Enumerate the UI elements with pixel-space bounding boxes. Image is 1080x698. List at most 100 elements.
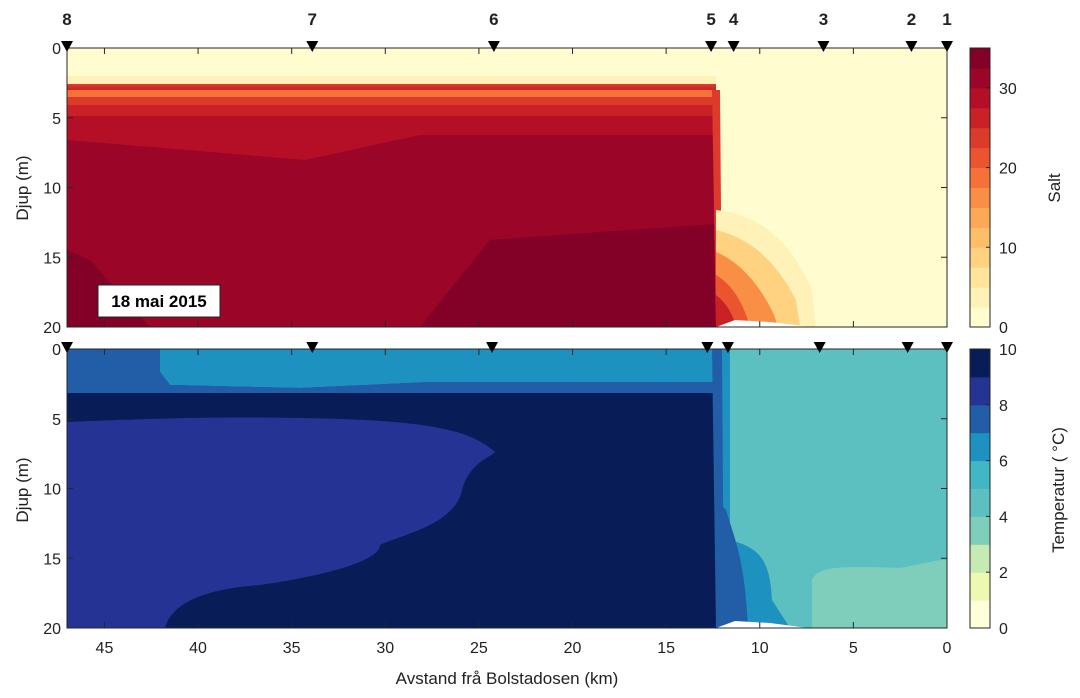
colorbar-tick-label: 8: [999, 398, 1008, 415]
station-label: 2: [907, 10, 916, 29]
station-label: 6: [489, 10, 498, 29]
salt-ticks: [67, 47, 948, 328]
colorbar-swatch: [970, 349, 990, 378]
station-marker: [486, 342, 499, 353]
y-tick-label: 15: [43, 250, 61, 267]
colorbar-tick-label: 30: [999, 81, 1017, 98]
y-tick-label: 5: [52, 111, 61, 128]
station-label: 3: [819, 10, 828, 29]
colorbar-swatch: [970, 516, 990, 545]
station-marker: [727, 41, 740, 52]
temperature-field: [67, 349, 947, 628]
temp-x-tick-labels: 45 40 35 30 25 20 15 10 5 0: [96, 640, 952, 657]
colorbar-tick-label: 6: [999, 454, 1008, 471]
station-marker: [941, 41, 953, 52]
x-tick-label: 15: [657, 640, 675, 657]
station-marker: [487, 41, 500, 52]
x-tick-label: 30: [376, 640, 394, 657]
colorbar-tick-label: 0: [999, 621, 1008, 638]
x-tick-label: 40: [189, 640, 207, 657]
temp-outer-surface-inner: [67, 349, 718, 395]
colorbar-swatch: [970, 147, 990, 169]
station-marker: [721, 342, 734, 353]
salt-colorbar: 0 10 20 30: [969, 47, 1017, 337]
date-annotation: 18 mai 2015: [111, 292, 206, 311]
station-marker: [61, 41, 73, 52]
x-tick-label: 20: [564, 640, 582, 657]
colorbar-swatch: [970, 247, 990, 268]
colorbar-swatch: [970, 307, 990, 328]
salt-outer-core: [420, 224, 716, 327]
station-marker: [941, 342, 953, 353]
station-marker: [901, 342, 914, 353]
temp-inner-bottom: [812, 560, 947, 628]
colorbar-tick-label: 20: [999, 161, 1017, 178]
salt-surface-fresh2: [67, 76, 716, 84]
salt-colorbar-label: Salt: [1045, 173, 1064, 203]
station-marker: [905, 41, 918, 52]
y-tick-label: 10: [43, 181, 61, 198]
salt-halocline-3: [67, 90, 716, 97]
colorbar-swatch: [970, 600, 990, 629]
temp-sill: [716, 621, 808, 628]
colorbar-swatch: [970, 544, 990, 573]
station-label: 7: [308, 10, 317, 29]
salt-sill: [716, 320, 812, 327]
colorbar-swatch: [970, 404, 990, 434]
salt-halocline-2: [67, 96, 716, 105]
x-axis-title: Avstand frå Bolstadosen (km): [396, 669, 619, 688]
temp-colorbar: 0 2 4 6 8 10: [969, 342, 1017, 638]
salt-field: [67, 48, 947, 327]
temp-y-tick-labels: 0 5 10 15 20: [43, 342, 61, 638]
station-label: 4: [729, 10, 739, 29]
colorbar-swatch: [970, 376, 990, 406]
colorbar-swatch: [970, 287, 990, 308]
y-tick-label: 20: [43, 621, 61, 638]
station-marker: [306, 41, 319, 52]
station-marker: [306, 342, 319, 353]
station-label: 8: [62, 10, 71, 29]
station-marker: [817, 41, 830, 52]
colorbar-swatch: [970, 107, 990, 129]
temp-stations: [61, 342, 953, 353]
colorbar-frame: [969, 47, 991, 328]
salt-halocline-1: [67, 104, 716, 116]
station-label: 1: [942, 10, 951, 29]
x-tick-label: 35: [283, 640, 301, 657]
station-label: 5: [706, 10, 715, 29]
temp-ticks: [67, 348, 948, 629]
salt-mid-band2: [305, 125, 716, 160]
colorbar-swatch: [970, 67, 990, 89]
temp-colorbar-label: Temperatur ( °C): [1049, 427, 1068, 553]
temp-front: [712, 349, 724, 628]
x-tick-label: 25: [470, 640, 488, 657]
y-tick-label: 0: [52, 41, 61, 58]
station-marker: [813, 342, 826, 353]
colorbar-swatch: [970, 187, 990, 208]
x-tick-label: 10: [751, 640, 769, 657]
colorbar-tick-label: 0: [999, 320, 1008, 337]
colorbar-swatch: [970, 267, 990, 288]
colorbar-swatch: [970, 488, 990, 517]
station-marker: [701, 342, 714, 353]
colorbar-swatch: [970, 460, 990, 489]
colorbar-swatch: [970, 227, 990, 248]
y-tick-label: 0: [52, 342, 61, 359]
colorbar-tick-label: 10: [999, 342, 1017, 359]
temp-y-axis-title: Djup (m): [13, 457, 32, 522]
colorbar-swatch: [970, 167, 990, 188]
colorbar-swatch: [970, 87, 990, 109]
colorbar-swatch: [970, 572, 990, 601]
colorbar-tick-label: 10: [999, 240, 1017, 257]
temp-inner-front-band2: [716, 500, 748, 628]
colorbar-swatch: [970, 48, 990, 69]
salt-y-tick-labels: 0 5 10 15 20: [43, 41, 61, 337]
y-tick-label: 10: [43, 482, 61, 499]
date-annotation-box: [97, 284, 221, 318]
salt-surface-fresh: [67, 48, 716, 76]
